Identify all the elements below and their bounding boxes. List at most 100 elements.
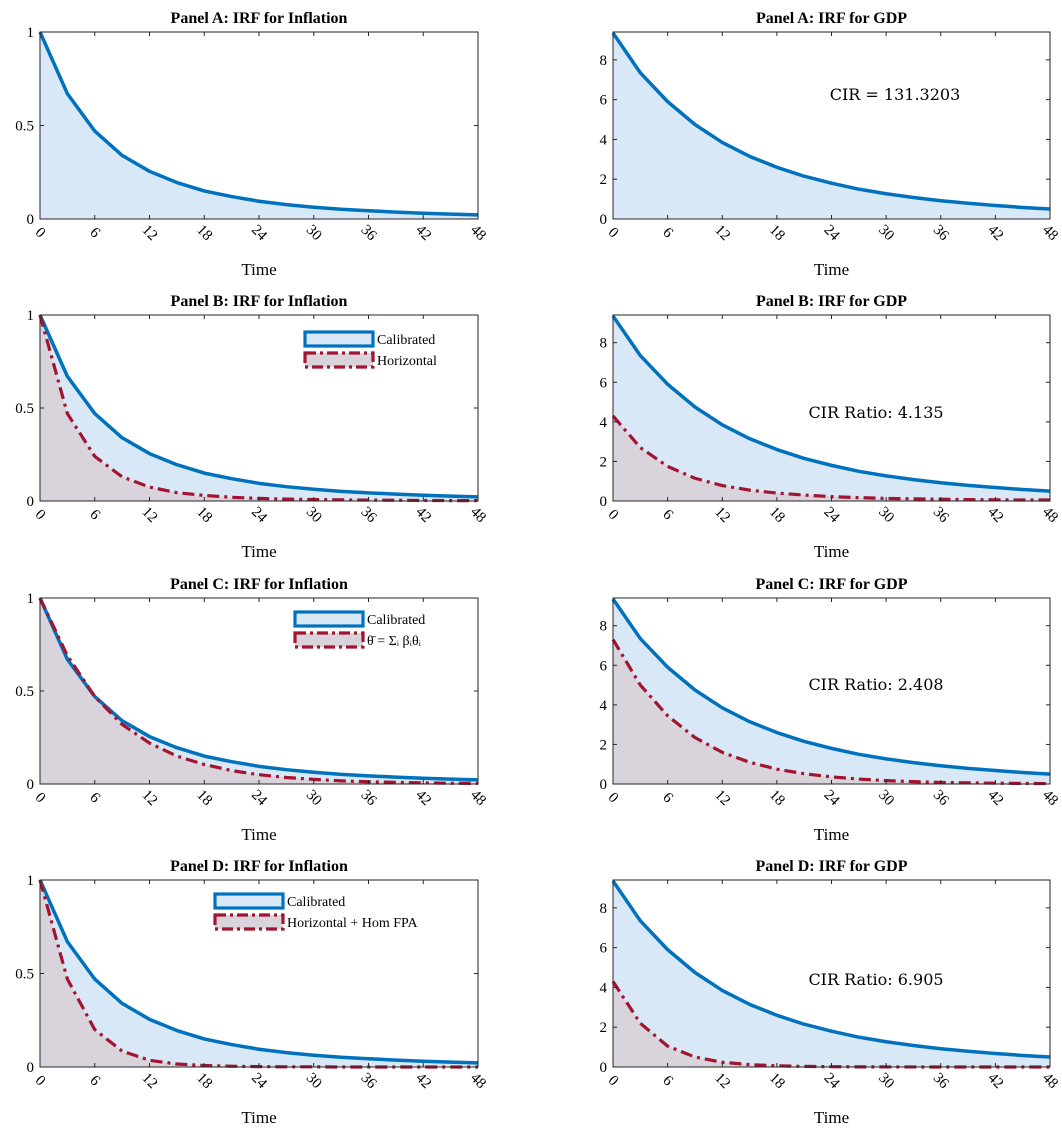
x-tick-label: 42 bbox=[984, 1070, 1006, 1092]
y-tick-label: 0.5 bbox=[15, 401, 34, 417]
legend-label: Horizontal + Hom FPA bbox=[287, 916, 419, 931]
x-tick-label: 42 bbox=[412, 222, 434, 244]
series-area-alternative bbox=[613, 639, 1050, 784]
x-tick-label: 48 bbox=[1039, 787, 1061, 809]
panel-title: Panel A: IRF for Inflation bbox=[171, 10, 348, 27]
panel-1: Panel A: IRF for Inflation 0 6 12 18 24 30 36 42… bbox=[15, 10, 489, 279]
y-tick-label: 8 bbox=[600, 336, 608, 352]
x-tick-label: 0 bbox=[605, 225, 622, 242]
x-axis-label: Time bbox=[241, 542, 276, 561]
series-line-alternative bbox=[611, 414, 1050, 502]
x-axis-label: Time bbox=[241, 260, 276, 279]
y-tick-label: 4 bbox=[600, 132, 608, 148]
series-line-calibrated bbox=[611, 879, 1051, 1059]
y-tick-label: 8 bbox=[600, 619, 608, 635]
cir-annotation: CIR Ratio: 4.135 bbox=[808, 403, 943, 422]
x-tick-label: 30 bbox=[303, 787, 325, 809]
x-tick-label: 30 bbox=[303, 1070, 325, 1092]
x-tick-label: 36 bbox=[358, 787, 380, 809]
series-area-alternative bbox=[613, 415, 1050, 501]
x-tick-label: 42 bbox=[984, 787, 1006, 809]
panel-3: Panel B: IRF for Inflation 0 6 12 18 24 30 36 42… bbox=[15, 293, 489, 561]
x-tick-label: 12 bbox=[711, 1070, 733, 1092]
y-tick-label: 1 bbox=[27, 308, 35, 324]
x-tick-label: 24 bbox=[821, 787, 843, 809]
x-tick-label: 42 bbox=[412, 1070, 434, 1092]
x-tick-label: 18 bbox=[193, 504, 215, 526]
series-area-alternative bbox=[613, 981, 1050, 1067]
x-tick-label: 18 bbox=[766, 504, 788, 526]
x-tick-label: 36 bbox=[930, 1070, 952, 1092]
x-tick-label: 48 bbox=[467, 222, 489, 244]
series-area-calibrated bbox=[40, 32, 478, 219]
x-tick-label: 48 bbox=[1039, 222, 1061, 244]
cir-annotation: CIR Ratio: 2.408 bbox=[808, 675, 943, 694]
x-tick-label: 18 bbox=[193, 222, 215, 244]
x-tick-label: 18 bbox=[766, 787, 788, 809]
legend-label: θ̄ = Σᵢ βᵢθᵢ bbox=[367, 634, 422, 649]
x-tick-label: 12 bbox=[139, 504, 161, 526]
x-tick-label: 48 bbox=[1039, 1070, 1061, 1092]
x-tick-label: 18 bbox=[193, 787, 215, 809]
series-line-calibrated bbox=[611, 31, 1051, 211]
x-axis-label: Time bbox=[814, 542, 849, 561]
y-tick-label: 1 bbox=[27, 25, 35, 41]
y-tick-label: 2 bbox=[600, 172, 608, 188]
x-tick-label: 0 bbox=[32, 225, 49, 242]
x-tick-label: 42 bbox=[412, 787, 434, 809]
y-tick-label: 0 bbox=[27, 1060, 35, 1076]
panel-5: Panel C: IRF for Inflation 0 6 12 18 24 30 36 42… bbox=[15, 576, 489, 844]
series-area-alternative bbox=[40, 598, 478, 784]
x-tick-label: 6 bbox=[86, 1073, 103, 1090]
y-tick-label: 0 bbox=[600, 777, 608, 793]
y-tick-label: 6 bbox=[600, 375, 608, 391]
legend-label: Calibrated bbox=[287, 895, 345, 910]
x-tick-label: 30 bbox=[875, 504, 897, 526]
panel-7: Panel D: IRF for Inflation 0 6 12 18 24 30 36 42… bbox=[15, 858, 489, 1127]
x-tick-label: 6 bbox=[659, 790, 676, 807]
x-tick-label: 24 bbox=[821, 222, 843, 244]
legend-swatch-calibrated bbox=[303, 330, 375, 348]
x-tick-label: 6 bbox=[86, 507, 103, 524]
legend-swatch-calibrated bbox=[293, 610, 365, 628]
series-area-calibrated bbox=[613, 880, 1050, 1067]
x-tick-label: 30 bbox=[875, 222, 897, 244]
legend-label: Calibrated bbox=[367, 613, 425, 628]
series-area-calibrated bbox=[613, 32, 1050, 219]
x-tick-label: 24 bbox=[821, 1070, 843, 1092]
y-tick-label: 0.5 bbox=[15, 967, 34, 983]
x-tick-label: 12 bbox=[711, 787, 733, 809]
y-tick-label: 8 bbox=[600, 53, 608, 69]
y-tick-label: 2 bbox=[600, 454, 608, 470]
x-tick-label: 18 bbox=[193, 1070, 215, 1092]
y-tick-label: 1 bbox=[27, 873, 35, 889]
x-axis-label: Time bbox=[814, 825, 849, 844]
panel-title: Panel A: IRF for GDP bbox=[756, 10, 907, 27]
y-tick-label: 4 bbox=[600, 415, 608, 431]
x-tick-label: 42 bbox=[984, 222, 1006, 244]
y-tick-label: 1 bbox=[27, 591, 35, 607]
x-tick-label: 30 bbox=[303, 222, 325, 244]
series-area-alternative bbox=[40, 880, 478, 1067]
panel-title: Panel D: IRF for GDP bbox=[756, 858, 908, 875]
x-tick-label: 24 bbox=[248, 504, 270, 526]
y-tick-label: 4 bbox=[600, 980, 608, 996]
x-tick-label: 6 bbox=[659, 507, 676, 524]
series-line-calibrated bbox=[38, 31, 479, 217]
legend-label: Horizontal bbox=[377, 354, 437, 369]
y-tick-label: 6 bbox=[600, 93, 608, 109]
panel-title: Panel D: IRF for Inflation bbox=[170, 858, 348, 875]
x-axis-label: Time bbox=[241, 1108, 276, 1127]
x-tick-label: 24 bbox=[248, 1070, 270, 1092]
x-tick-label: 12 bbox=[711, 222, 733, 244]
x-tick-label: 36 bbox=[358, 1070, 380, 1092]
x-tick-label: 36 bbox=[358, 504, 380, 526]
legend: Calibrated Horizontal bbox=[303, 330, 437, 369]
y-tick-label: 0 bbox=[600, 1060, 608, 1076]
x-tick-label: 36 bbox=[930, 787, 952, 809]
series-line-calibrated bbox=[38, 597, 479, 782]
x-tick-label: 36 bbox=[358, 222, 380, 244]
